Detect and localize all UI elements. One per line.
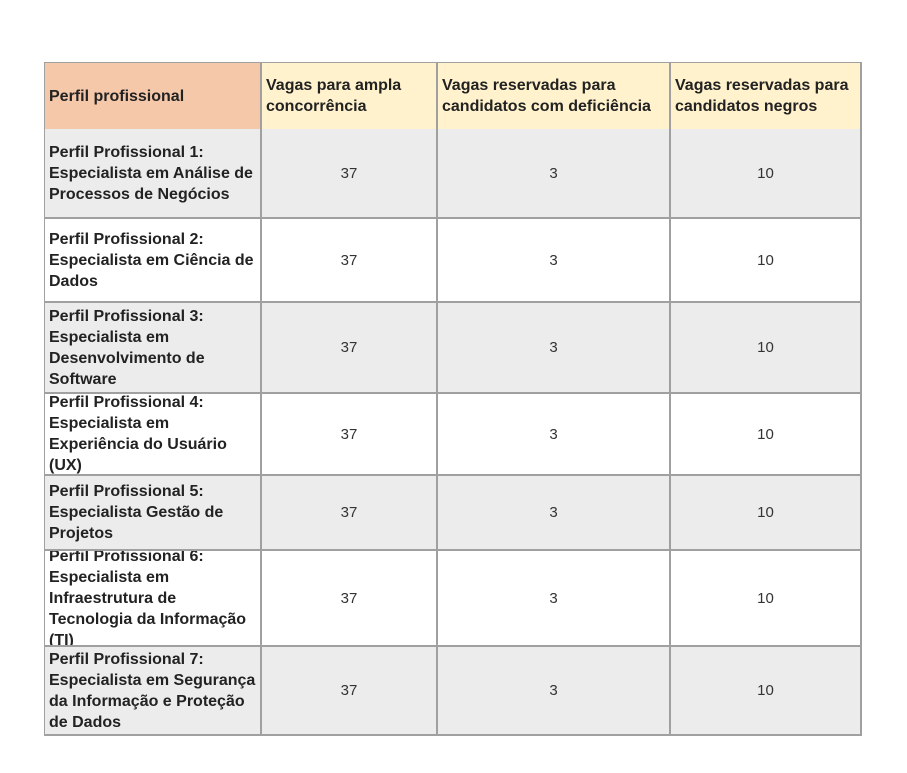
perfil-cell: Perfil Profissional 3: Especialista em D… — [45, 303, 260, 392]
header-ampla: Vagas para ampla concorrência — [260, 63, 436, 129]
negros-cell: 10 — [669, 647, 860, 734]
ampla-cell: 37 — [260, 476, 436, 549]
header-negros: Vagas reservadas para candidatos negros — [669, 63, 860, 129]
ampla-cell: 37 — [260, 129, 436, 217]
perfil-cell: Perfil Profissional 2: Especialista em C… — [45, 219, 260, 301]
table-row: Perfil Profissional 7: Especialista em S… — [45, 645, 860, 734]
table-row: Perfil Profissional 6: Especialista em I… — [45, 549, 860, 645]
ampla-cell: 37 — [260, 551, 436, 645]
ampla-cell: 37 — [260, 219, 436, 301]
table-header-row: Perfil profissional Vagas para ampla con… — [45, 63, 860, 129]
table-row: Perfil Profissional 4: Especialista em E… — [45, 392, 860, 474]
header-deficiencia: Vagas reservadas para candidatos com def… — [436, 63, 669, 129]
deficiencia-cell: 3 — [436, 303, 669, 392]
perfil-cell: Perfil Profissional 4: Especialista em E… — [45, 394, 260, 474]
deficiencia-cell: 3 — [436, 394, 669, 474]
table-row: Perfil Profissional 1: Especialista em A… — [45, 129, 860, 217]
header-perfil: Perfil profissional — [45, 63, 260, 129]
negros-cell: 10 — [669, 219, 860, 301]
negros-cell: 10 — [669, 129, 860, 217]
deficiencia-cell: 3 — [436, 219, 669, 301]
negros-cell: 10 — [669, 476, 860, 549]
perfil-cell: Perfil Profissional 1: Especialista em A… — [45, 129, 260, 217]
ampla-cell: 37 — [260, 394, 436, 474]
perfil-cell: Perfil Profissional 5: Especialista Gest… — [45, 476, 260, 549]
table-row: Perfil Profissional 2: Especialista em C… — [45, 217, 860, 301]
negros-cell: 10 — [669, 394, 860, 474]
vacancies-table: Perfil profissional Vagas para ampla con… — [44, 62, 862, 736]
deficiencia-cell: 3 — [436, 129, 669, 217]
deficiencia-cell: 3 — [436, 551, 669, 645]
table-row: Perfil Profissional 3: Especialista em D… — [45, 301, 860, 392]
deficiencia-cell: 3 — [436, 476, 669, 549]
perfil-cell: Perfil Profissional 6: Especialista em I… — [45, 551, 260, 645]
deficiencia-cell: 3 — [436, 647, 669, 734]
perfil-cell: Perfil Profissional 7: Especialista em S… — [45, 647, 260, 734]
ampla-cell: 37 — [260, 647, 436, 734]
negros-cell: 10 — [669, 303, 860, 392]
negros-cell: 10 — [669, 551, 860, 645]
table-row: Perfil Profissional 5: Especialista Gest… — [45, 474, 860, 549]
ampla-cell: 37 — [260, 303, 436, 392]
